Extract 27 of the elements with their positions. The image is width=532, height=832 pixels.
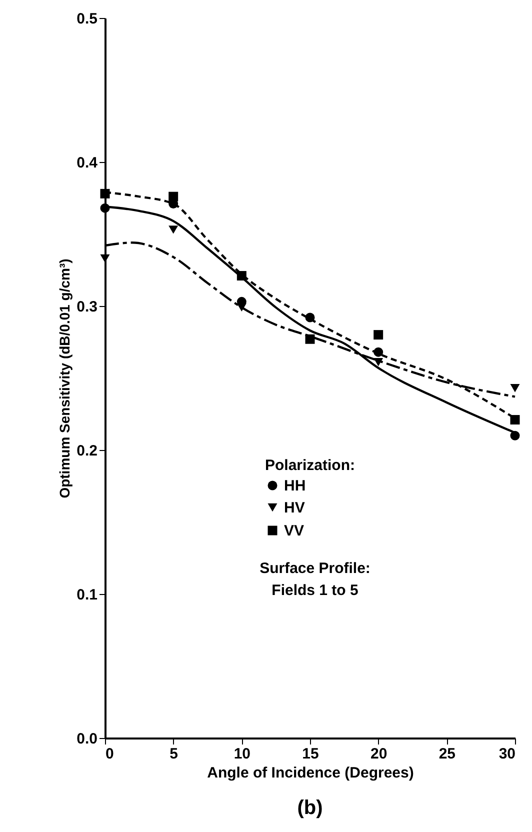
y-tick-label: 0.1 — [76, 586, 98, 604]
y-tick-label: 0.5 — [76, 10, 98, 28]
point — [100, 254, 110, 263]
point — [374, 330, 384, 340]
y-axis-title: Optimum Sensitivity (dB/0.01 g/cm³) — [56, 258, 73, 498]
point — [168, 226, 178, 234]
annotation: Surface Profile: — [260, 560, 370, 577]
y-tick-label: 0.4 — [76, 154, 98, 172]
y-tick-label: 0.2 — [76, 442, 98, 460]
x-tick-label: 25 — [438, 746, 456, 762]
x-tick-label: 10 — [234, 746, 251, 762]
point — [168, 192, 178, 202]
annotation: Fields 1 to 5 — [272, 582, 358, 599]
x-axis-title: Angle of Incidence (Degrees) — [207, 764, 414, 782]
legend-label: HV — [284, 500, 305, 516]
point — [510, 384, 520, 392]
legend-label: VV — [284, 522, 304, 540]
x-tick-label: 20 — [370, 746, 388, 762]
y-tick-label: 0.0 — [76, 730, 98, 748]
y-tick-label: 0.3 — [76, 298, 98, 316]
legend-title: Polarization: — [265, 457, 356, 474]
x-tick-label: 0 — [106, 746, 114, 762]
legend-label: HH — [284, 478, 306, 494]
text: (b) — [297, 797, 323, 819]
x-tick-label: 5 — [170, 746, 178, 762]
x-tick-label: 30 — [498, 746, 516, 762]
x-tick-label: 15 — [302, 746, 319, 762]
